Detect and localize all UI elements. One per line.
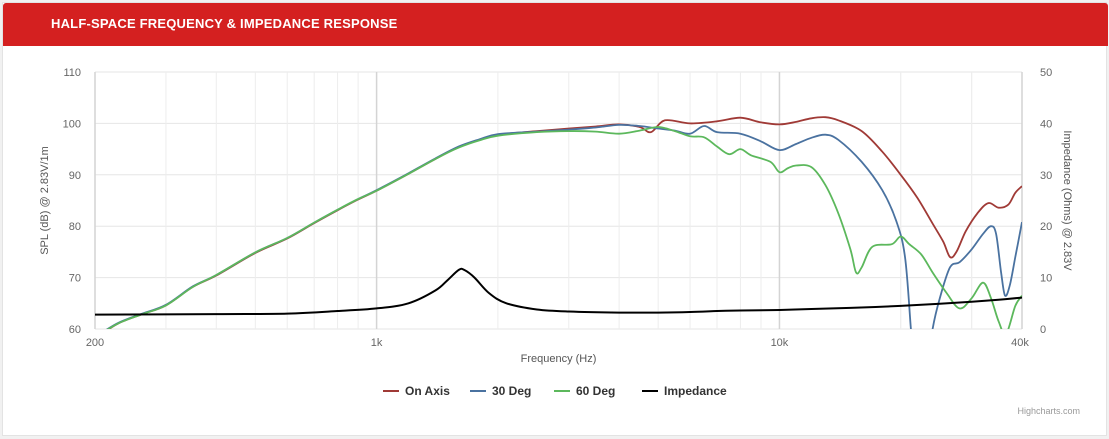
series-line-60-deg[interactable] <box>104 126 1023 335</box>
chart-header: HALF-SPACE FREQUENCY & IMPEDANCE RESPONS… <box>3 3 1108 46</box>
y2-tick-label: 0 <box>1040 324 1046 336</box>
x-tick-label: 1k <box>371 337 383 349</box>
x-axis-title: Frequency (Hz) <box>521 353 597 365</box>
series-line-impedance[interactable] <box>95 267 1022 316</box>
series-layer <box>95 116 1023 360</box>
chart-title: HALF-SPACE FREQUENCY & IMPEDANCE RESPONS… <box>51 16 398 31</box>
grid-lines <box>94 71 1023 330</box>
tick-labels: 60 70 80 90 100 110 0 10 20 30 40 50 200 1k 10k 40k <box>63 67 1053 349</box>
y2-tick-label: 50 <box>1040 67 1052 79</box>
legend-label: 60 Deg <box>576 384 615 398</box>
y-tick-label: 90 <box>69 170 81 182</box>
y-tick-label: 80 <box>69 221 81 233</box>
y-tick-label: 60 <box>69 324 81 336</box>
y-axis-title: SPL (dB) @ 2.83V/1m <box>39 146 51 255</box>
credit-label[interactable]: Highcharts.com <box>1017 406 1080 416</box>
legend-label: On Axis <box>405 384 450 398</box>
x-tick-label: 10k <box>771 337 789 349</box>
y-tick-label: 110 <box>63 67 81 79</box>
y2-tick-label: 20 <box>1040 221 1052 233</box>
y2-tick-label: 10 <box>1040 273 1052 285</box>
legend-item-60-deg[interactable]: 60 Deg <box>554 384 615 398</box>
legend-item-impedance[interactable]: Impedance <box>642 384 727 398</box>
series-line-30-deg[interactable] <box>104 123 914 360</box>
legend-item-on-axis[interactable]: On Axis <box>383 384 450 398</box>
x-tick-label: 40k <box>1011 337 1029 349</box>
series-line-on-axis[interactable] <box>104 116 1023 332</box>
y-tick-label: 70 <box>69 273 81 285</box>
y2-tick-label: 30 <box>1040 170 1052 182</box>
legend-label: 30 Deg <box>492 384 531 398</box>
legend: On Axis 30 Deg 60 Deg Impedance <box>383 384 727 398</box>
y2-tick-label: 40 <box>1040 118 1052 130</box>
y-tick-label: 100 <box>63 118 81 130</box>
legend-label: Impedance <box>664 384 727 398</box>
y2-axis-title: Impedance (Ohms) @ 2.83V <box>1061 130 1073 271</box>
legend-item-30-deg[interactable]: 30 Deg <box>470 384 531 398</box>
series-line-30-deg-cont[interactable] <box>929 221 1022 360</box>
x-tick-label: 200 <box>86 337 104 349</box>
